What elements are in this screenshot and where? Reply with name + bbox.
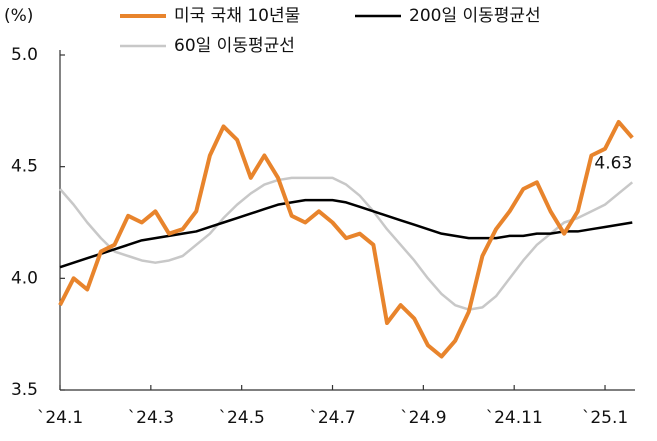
- x-tick-label: `25.1: [582, 408, 628, 428]
- series-line: [58, 120, 634, 359]
- y-tick-label: 4.0: [11, 268, 38, 288]
- x-tick-label: `24.9: [400, 408, 446, 428]
- y-tick-label: 3.5: [11, 380, 38, 400]
- y-tick-label: 4.5: [11, 157, 38, 177]
- series-line: [59, 198, 633, 269]
- legend-label: 미국 국채 10년물: [174, 6, 300, 26]
- x-tick-label: `24.11: [486, 408, 543, 428]
- x-tick-label: `24.5: [218, 408, 264, 428]
- x-tick-label: `24.7: [309, 408, 355, 428]
- legend-label: 60일 이동평균선: [174, 36, 295, 56]
- x-tick-label: `24.1: [37, 408, 83, 428]
- legend-label: 200일 이동평균선: [409, 6, 541, 26]
- series-line: [59, 176, 634, 311]
- value-label: 4.63: [594, 154, 632, 174]
- y-axis-unit: (%): [4, 6, 33, 26]
- y-tick-label: 5.0: [11, 45, 38, 65]
- x-tick-label: `24.3: [128, 408, 174, 428]
